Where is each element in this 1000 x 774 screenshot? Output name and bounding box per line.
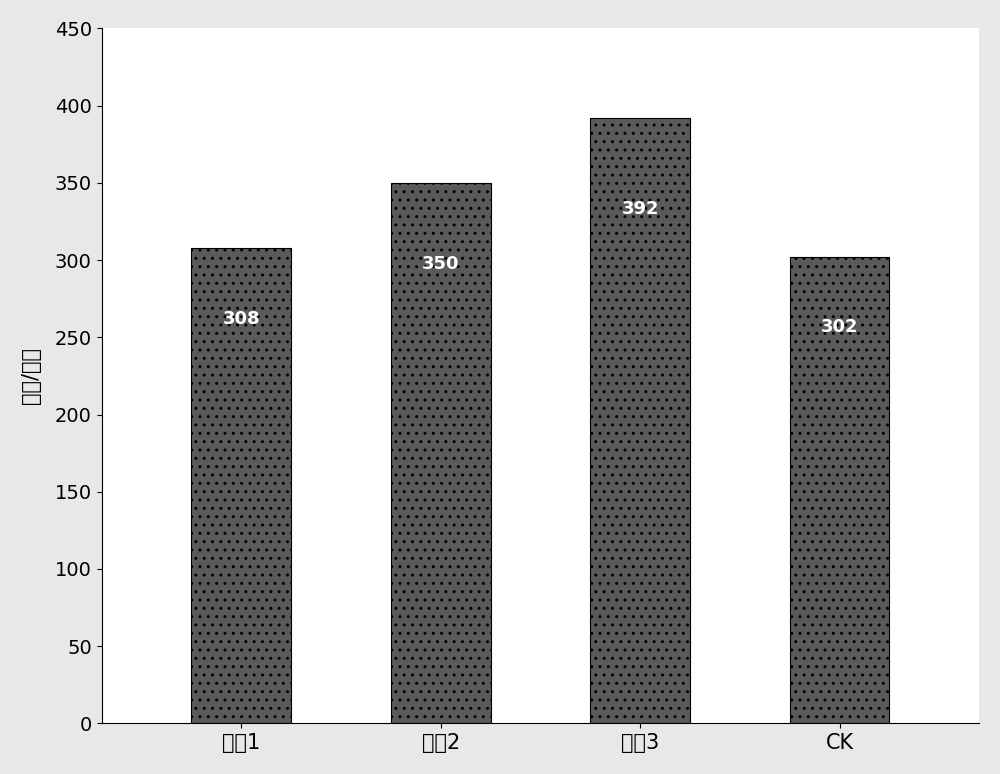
Bar (590, 118, 690, 724)
Text: 392: 392 (621, 200, 659, 217)
Text: 350: 350 (422, 255, 459, 273)
Bar (391, 183, 491, 724)
Text: 302: 302 (821, 318, 858, 336)
Y-axis label: 产量/公斤: 产量/公斤 (21, 348, 41, 404)
Bar (191, 248, 291, 724)
Bar (790, 257, 889, 724)
Text: 308: 308 (222, 310, 260, 328)
